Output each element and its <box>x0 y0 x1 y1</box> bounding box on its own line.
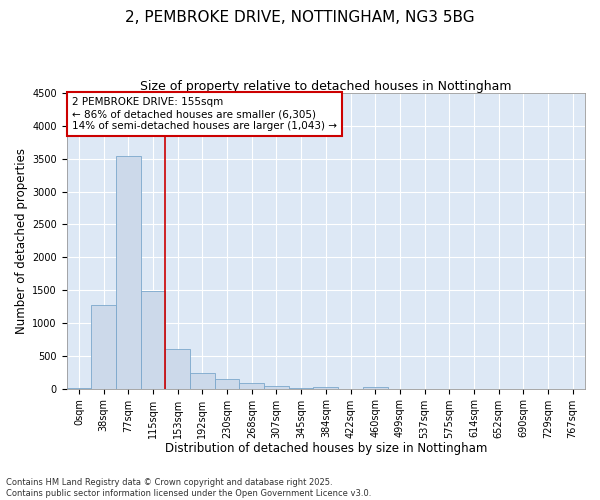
Bar <box>215 379 239 388</box>
Bar <box>190 373 215 388</box>
Bar <box>239 384 264 388</box>
X-axis label: Distribution of detached houses by size in Nottingham: Distribution of detached houses by size … <box>164 442 487 455</box>
Text: 2 PEMBROKE DRIVE: 155sqm
← 86% of detached houses are smaller (6,305)
14% of sem: 2 PEMBROKE DRIVE: 155sqm ← 86% of detach… <box>72 98 337 130</box>
Bar <box>166 349 190 389</box>
Bar <box>91 304 116 388</box>
Title: Size of property relative to detached houses in Nottingham: Size of property relative to detached ho… <box>140 80 512 93</box>
Text: 2, PEMBROKE DRIVE, NOTTINGHAM, NG3 5BG: 2, PEMBROKE DRIVE, NOTTINGHAM, NG3 5BG <box>125 10 475 25</box>
Bar <box>313 386 338 388</box>
Bar <box>140 290 166 388</box>
Bar <box>264 386 289 388</box>
Text: Contains HM Land Registry data © Crown copyright and database right 2025.
Contai: Contains HM Land Registry data © Crown c… <box>6 478 371 498</box>
Y-axis label: Number of detached properties: Number of detached properties <box>15 148 28 334</box>
Bar <box>116 156 140 388</box>
